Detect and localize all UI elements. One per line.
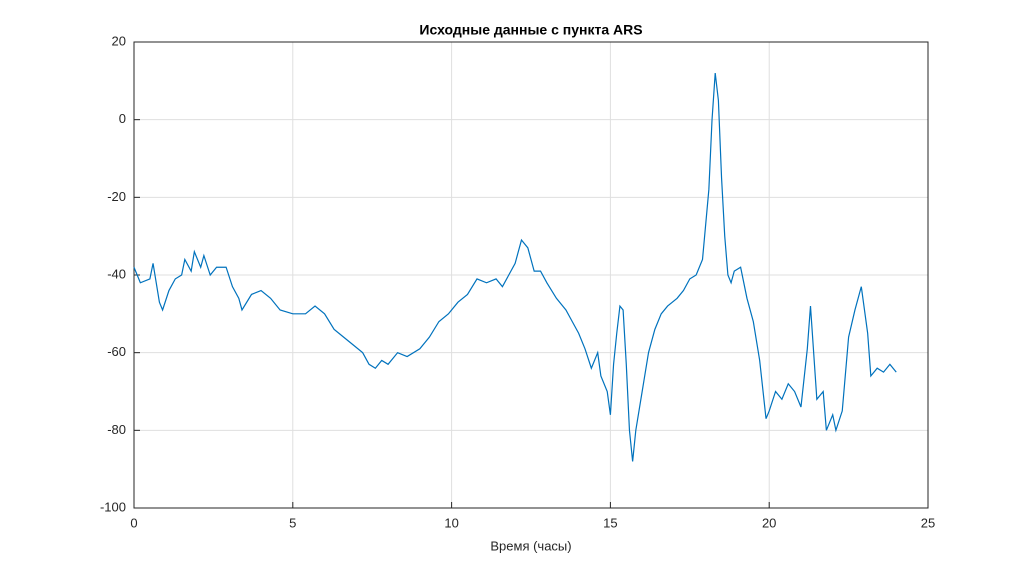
y-tick-label: 20 xyxy=(112,33,126,48)
data-line xyxy=(133,72,897,462)
x-tick-label: 25 xyxy=(921,515,935,530)
x-tick-label: 20 xyxy=(762,515,776,530)
y-tick-label: -40 xyxy=(107,266,126,281)
x-tick-label: 10 xyxy=(444,515,458,530)
y-tick-label: -80 xyxy=(107,422,126,437)
plot-frame xyxy=(133,41,929,509)
x-tick-label: 0 xyxy=(130,515,137,530)
y-tick-label: 0 xyxy=(119,111,126,126)
x-tick-label: 15 xyxy=(603,515,617,530)
y-tick-label: -20 xyxy=(107,189,126,204)
y-tick-label: -60 xyxy=(107,344,126,359)
chart-title: Исходные данные с пункта ARS xyxy=(419,22,642,38)
x-axis-label: Время (часы) xyxy=(490,538,571,553)
y-tick-label: -100 xyxy=(100,499,126,514)
x-tick-label: 5 xyxy=(289,515,296,530)
